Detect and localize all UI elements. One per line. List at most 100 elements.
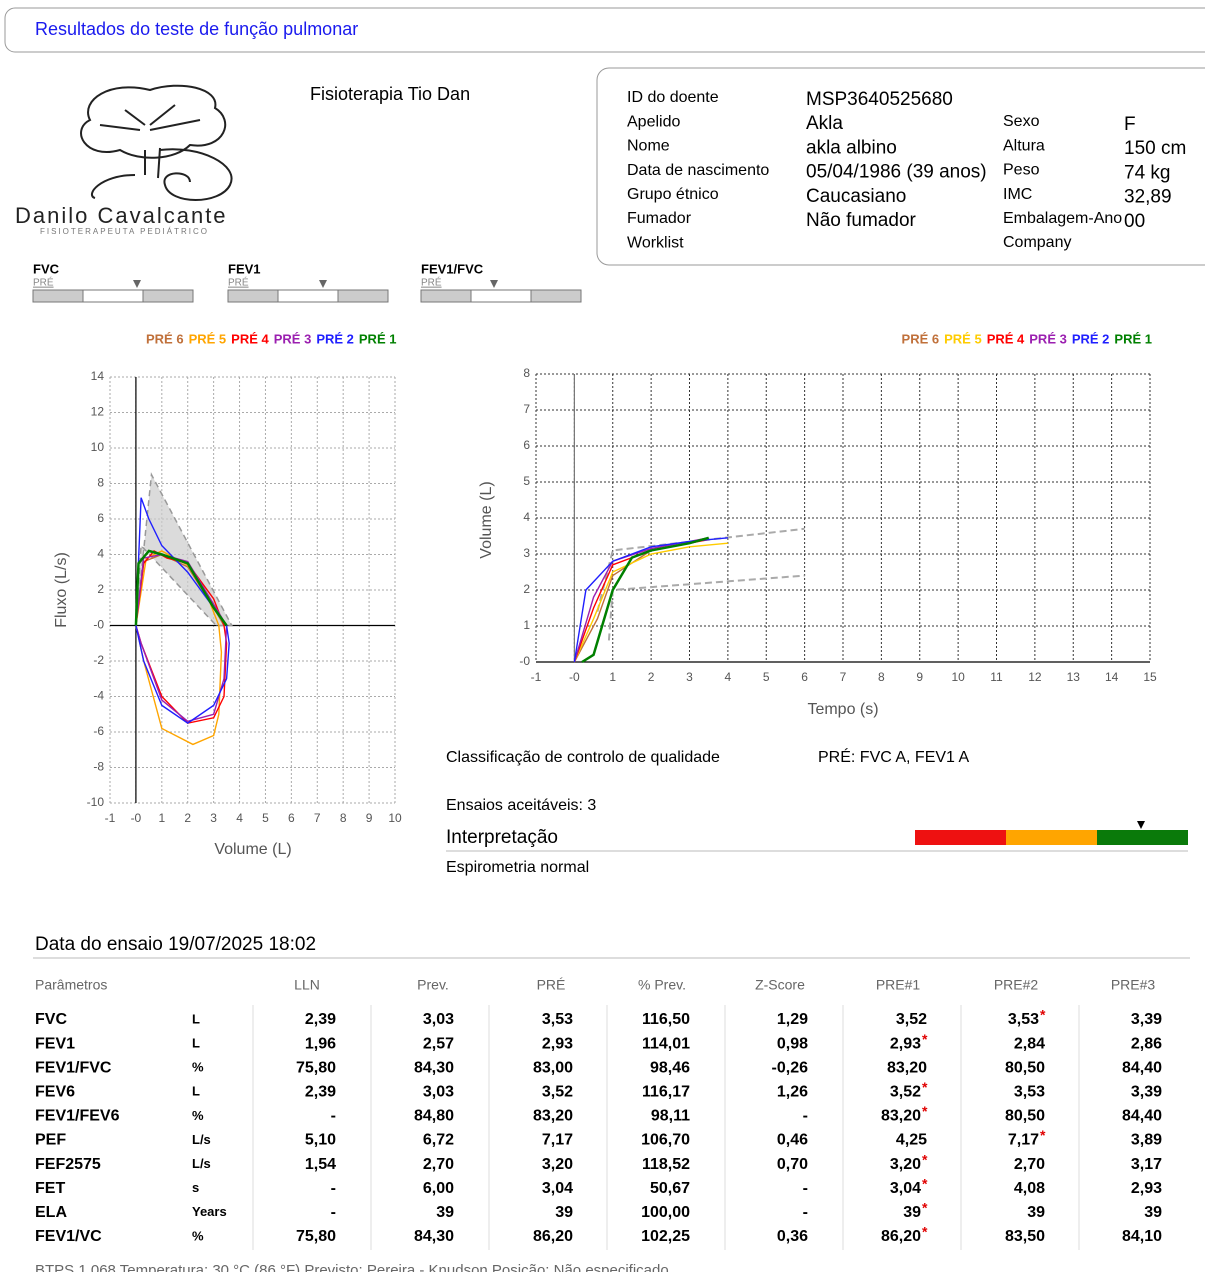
param-unit: % (192, 1060, 204, 1075)
x-tick-label: 2 (648, 670, 655, 684)
legend-entry: PRÉ 2 (316, 331, 354, 346)
chart: -10-8-6-4-2-02468101214-1-012345678910PR… (53, 331, 402, 858)
table-cell: 3,03 (423, 1011, 454, 1028)
y-tick-label: -0 (519, 654, 530, 668)
x-tick-label: 1 (158, 811, 165, 825)
x-tick-label: -0 (131, 811, 142, 825)
table-cell: 83,50 (1005, 1228, 1045, 1245)
x-tick-label: 3 (210, 811, 217, 825)
table-cell: 2,70 (1014, 1156, 1045, 1173)
table-flag: * (922, 1031, 928, 1047)
x-tick-label: 4 (725, 670, 732, 684)
y-tick-label: 3 (523, 546, 530, 560)
table-cell: 100,00 (641, 1204, 690, 1221)
legend-entry: PRÉ 6 (902, 331, 940, 346)
logo-name: Danilo Cavalcante (15, 203, 228, 228)
table-cell: 0,46 (777, 1132, 808, 1149)
column-header: PRE#1 (876, 977, 921, 993)
column-header: PRÉ (537, 977, 566, 993)
table-cell: 2,93 (890, 1035, 921, 1052)
y-tick-label: -6 (93, 724, 104, 738)
clinic-name: Fisioterapia Tio Dan (310, 84, 470, 104)
legend-entry: PRÉ 4 (231, 331, 269, 346)
x-tick-label: 11 (990, 670, 1003, 684)
table-cell: 4,25 (896, 1132, 927, 1149)
y-tick-label: 1 (523, 618, 530, 632)
y-tick-label: 2 (523, 582, 530, 596)
x-tick-label: 13 (1067, 670, 1081, 684)
y-axis-label: Fluxo (L/s) (53, 552, 70, 628)
table-cell: 84,80 (414, 1108, 454, 1125)
field-label: Data de nascimento (627, 162, 769, 179)
y-tick-label: -4 (93, 689, 104, 703)
footer: BTPS 1,068 Temperatura: 30 °C (86 °F) Pr… (35, 1262, 669, 1272)
field-label: IMC (1003, 186, 1032, 203)
table-cell: 84,30 (414, 1059, 454, 1076)
table-cell: -0,26 (772, 1059, 809, 1076)
table-cell: 86,20 (533, 1228, 573, 1245)
y-tick-label: 8 (97, 476, 104, 490)
table-cell: 3,39 (1131, 1084, 1162, 1101)
x-tick-label: 9 (916, 670, 923, 684)
param-name: PEF (35, 1132, 66, 1149)
table-cell: 80,50 (1005, 1108, 1045, 1125)
table-cell: 83,20 (887, 1059, 927, 1076)
table-cell: 2,39 (305, 1011, 336, 1028)
x-tick-label: 7 (840, 670, 847, 684)
x-tick-label: 15 (1143, 670, 1157, 684)
x-tick-label: 7 (314, 811, 321, 825)
field-label: Peso (1003, 162, 1040, 179)
table-cell: 39 (436, 1204, 454, 1221)
field-label: ID do doente (627, 89, 719, 106)
table-cell: 3,03 (423, 1084, 454, 1101)
table-cell: 3,52 (890, 1084, 921, 1101)
table-cell: 3,52 (896, 1011, 927, 1028)
table-flag: * (922, 1079, 928, 1095)
field-value: MSP3640525680 (806, 89, 953, 110)
header-title: Resultados do teste de função pulmonar (35, 19, 358, 39)
y-tick-label: 10 (91, 440, 105, 454)
y-tick-label: 2 (97, 582, 104, 596)
y-tick-label: -10 (87, 795, 105, 809)
accepted-trials: Ensaios aceitáveis: 3 (446, 797, 596, 814)
gauge-sub: PRÉ (228, 276, 249, 289)
table-cell: 0,70 (777, 1156, 808, 1173)
table-cell: 2,70 (423, 1156, 454, 1173)
interpretation: Espirometria normal (446, 859, 589, 876)
table-cell: 106,70 (641, 1132, 690, 1149)
param-name: FET (35, 1180, 65, 1197)
field-label: Apelido (627, 113, 680, 130)
table-cell: 39 (903, 1204, 921, 1221)
field-value: 00 (1124, 211, 1145, 232)
table-cell: 2,93 (1131, 1180, 1162, 1197)
gauge-label: FVC (33, 261, 60, 276)
table-cell: 116,50 (642, 1011, 690, 1028)
y-axis-label: Volume (L) (478, 481, 495, 558)
column-header: LLN (294, 977, 320, 993)
column-header: Prev. (417, 977, 449, 993)
field-label: Company (1003, 234, 1071, 251)
field-value: 150 cm (1124, 138, 1186, 159)
x-tick-label: 10 (951, 670, 965, 684)
x-tick-label: 3 (686, 670, 693, 684)
table-cell: 2,57 (423, 1035, 454, 1052)
logo (81, 86, 232, 200)
y-tick-label: 14 (91, 369, 105, 383)
table-cell: 83,20 (533, 1108, 573, 1125)
y-tick-label: -0 (93, 618, 104, 632)
quality-label: Classificação de controlo de qualidade (446, 749, 720, 766)
field-value: Caucasiano (806, 186, 906, 207)
legend-entry: PRÉ 5 (189, 331, 227, 346)
x-axis-label: Volume (L) (214, 841, 291, 858)
field-label: Fumador (627, 210, 692, 227)
table-cell: 3,04 (890, 1180, 921, 1197)
table-cell: 75,80 (296, 1059, 336, 1076)
field-label: Altura (1003, 137, 1045, 154)
table-cell: 80,50 (1005, 1059, 1045, 1076)
table-cell: - (803, 1180, 808, 1197)
y-tick-label: 8 (523, 366, 530, 380)
gauge-sub: PRÉ (33, 276, 54, 289)
y-tick-label: 4 (97, 547, 104, 561)
table-cell: - (331, 1108, 336, 1125)
y-tick-label: 12 (91, 405, 105, 419)
